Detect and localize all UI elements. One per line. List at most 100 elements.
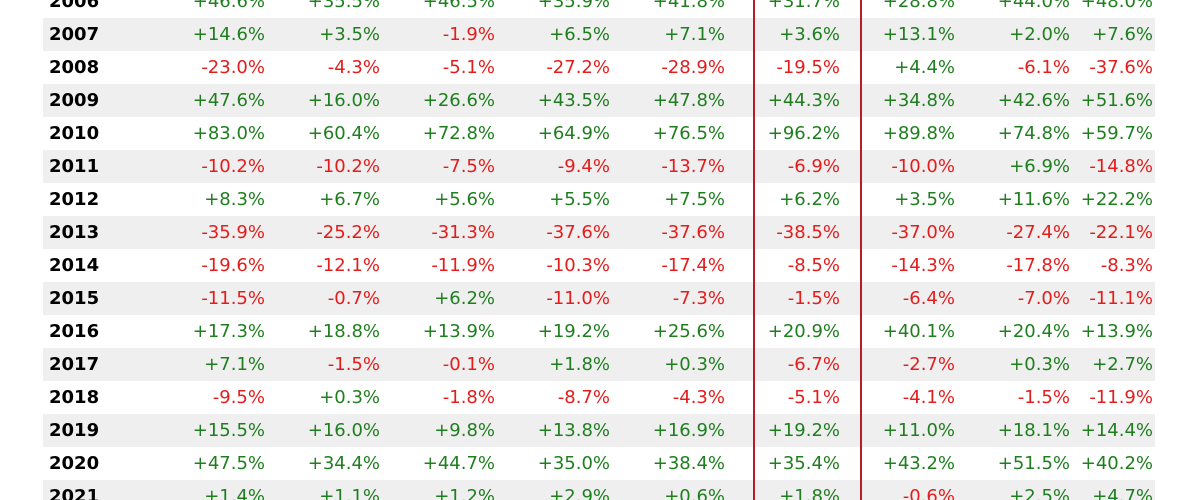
return-cell: +40.1% (882, 321, 955, 342)
return-cell: +11.6% (997, 189, 1070, 210)
year-cell: 2017 (43, 348, 152, 381)
return-cell: +26.6% (382, 84, 497, 117)
return-cell: -4.3% (327, 57, 380, 78)
return-cell: +6.5% (497, 18, 612, 51)
year-cell: 2016 (49, 321, 100, 342)
return-cell: -8.5% (787, 255, 840, 276)
return-cell: +72.8% (422, 123, 495, 144)
return-cell: -37.6% (497, 216, 612, 249)
year-cell: 2020 (49, 453, 100, 474)
return-cell: +3.5% (894, 189, 955, 210)
return-cell: +9.8% (382, 414, 497, 447)
table-row: 2010 +83.0% +60.4% +72.8% +64.9% +76.5% +96.2%… (43, 117, 1155, 150)
return-cell: +6.7% (319, 189, 380, 210)
return-cell: +13.9% (1080, 321, 1153, 342)
return-cell: -9.4% (497, 150, 612, 183)
return-cell: +25.6% (652, 321, 725, 342)
return-cell: +59.7% (1080, 123, 1153, 144)
year-cell: 2008 (49, 57, 100, 78)
return-cell: -10.2% (267, 150, 382, 183)
return-cell: -37.6% (1089, 57, 1153, 78)
return-cell: +0.3% (957, 348, 1072, 381)
annual-returns-table: 2006 +46.6% +35.5% +46.5% +35.9% +41.8% +31.7%… (43, 0, 1155, 500)
table-row: 2020 +47.5% +34.4% +44.7% +35.0% +38.4% +35.4%… (43, 447, 1155, 480)
return-cell: +47.6% (152, 84, 267, 117)
return-cell: +47.5% (192, 453, 265, 474)
return-cell: -27.4% (957, 216, 1072, 249)
return-cell: +6.9% (957, 150, 1072, 183)
return-cell: -11.9% (431, 255, 495, 276)
return-cell: +17.3% (192, 321, 265, 342)
return-cell: +35.9% (537, 0, 610, 12)
return-cell: -19.6% (201, 255, 265, 276)
return-cell: +48.0% (1080, 0, 1153, 12)
return-cell: +42.6% (957, 84, 1072, 117)
return-cell: -12.1% (316, 255, 380, 276)
return-cell: +1.1% (267, 480, 382, 500)
return-cell: +18.1% (957, 414, 1072, 447)
return-cell: +35.4% (767, 453, 840, 474)
table-row: 2015 -11.5% -0.7% +6.2% -11.0% -7.3% -1.5% -6.4… (43, 282, 1155, 315)
return-cell: -14.8% (1072, 150, 1155, 183)
table-row: 2012 +8.3% +6.7% +5.6% +5.5% +7.5% +6.2% +3.5% +… (43, 183, 1155, 216)
return-cell: +13.9% (422, 321, 495, 342)
return-cell: -11.0% (497, 282, 612, 315)
return-cell: -38.5% (727, 216, 842, 249)
return-cell: +2.5% (957, 480, 1072, 500)
return-cell: -7.3% (612, 282, 727, 315)
year-cell: 2012 (49, 189, 100, 210)
return-cell: -1.8% (442, 387, 495, 408)
table-body: 2006 +46.6% +35.5% +46.5% +35.9% +41.8% +31.7%… (43, 0, 1155, 500)
return-cell: -10.2% (152, 150, 267, 183)
table-row: 2008 -23.0% -4.3% -5.1% -27.2% -28.9% -19.5% +4… (43, 51, 1155, 84)
return-cell: +6.2% (382, 282, 497, 315)
return-cell: +7.1% (152, 348, 267, 381)
year-cell: 2011 (43, 150, 152, 183)
return-cell: +18.8% (307, 321, 380, 342)
return-cell: -11.9% (1089, 387, 1153, 408)
return-cell: +96.2% (767, 123, 840, 144)
return-cell: +44.7% (422, 453, 495, 474)
return-cell: +7.6% (1072, 18, 1155, 51)
table-row: 2007 +14.6% +3.5% -1.9% +6.5% +7.1% +3.6% +13.1… (43, 18, 1155, 51)
return-cell: -0.1% (382, 348, 497, 381)
return-cell: +20.4% (997, 321, 1070, 342)
table-row: 2011 -10.2% -10.2% -7.5% -9.4% -13.7% -6.9% -10… (43, 150, 1155, 183)
return-cell: +2.9% (497, 480, 612, 500)
return-cell: -6.1% (1017, 57, 1070, 78)
return-cell: +13.8% (497, 414, 612, 447)
return-cell: +31.7% (767, 0, 840, 12)
year-cell: 2018 (49, 387, 100, 408)
return-cell: +22.2% (1080, 189, 1153, 210)
return-cell: -23.0% (201, 57, 265, 78)
return-cell: -31.3% (382, 216, 497, 249)
return-cell: +3.5% (267, 18, 382, 51)
return-cell: -27.2% (546, 57, 610, 78)
return-cell: -8.7% (557, 387, 610, 408)
table-row: 2018 -9.5% +0.3% -1.8% -8.7% -4.3% -5.1% -4.1% -… (43, 381, 1155, 414)
return-cell: +83.0% (192, 123, 265, 144)
return-cell: +7.5% (664, 189, 725, 210)
return-cell: -0.7% (267, 282, 382, 315)
return-cell: +51.5% (997, 453, 1070, 474)
return-cell: +60.4% (307, 123, 380, 144)
return-cell: +64.9% (537, 123, 610, 144)
return-cell: +46.5% (422, 0, 495, 12)
return-cell: -11.5% (152, 282, 267, 315)
return-cell: +16.9% (612, 414, 727, 447)
return-cell: +51.6% (1072, 84, 1155, 117)
return-cell: -6.9% (727, 150, 842, 183)
return-cell: +40.2% (1080, 453, 1153, 474)
return-cell: +44.3% (727, 84, 842, 117)
return-cell: -35.9% (152, 216, 267, 249)
return-cell: -7.5% (382, 150, 497, 183)
return-cell: -9.5% (212, 387, 265, 408)
table-row: 2013 -35.9% -25.2% -31.3% -37.6% -37.6% -38.5%… (43, 216, 1155, 249)
return-cell: -1.9% (382, 18, 497, 51)
year-cell: 2014 (49, 255, 100, 276)
return-cell: +41.8% (652, 0, 725, 12)
return-cell: -4.1% (902, 387, 955, 408)
return-cell: +4.7% (1072, 480, 1155, 500)
return-cell: +6.2% (779, 189, 840, 210)
